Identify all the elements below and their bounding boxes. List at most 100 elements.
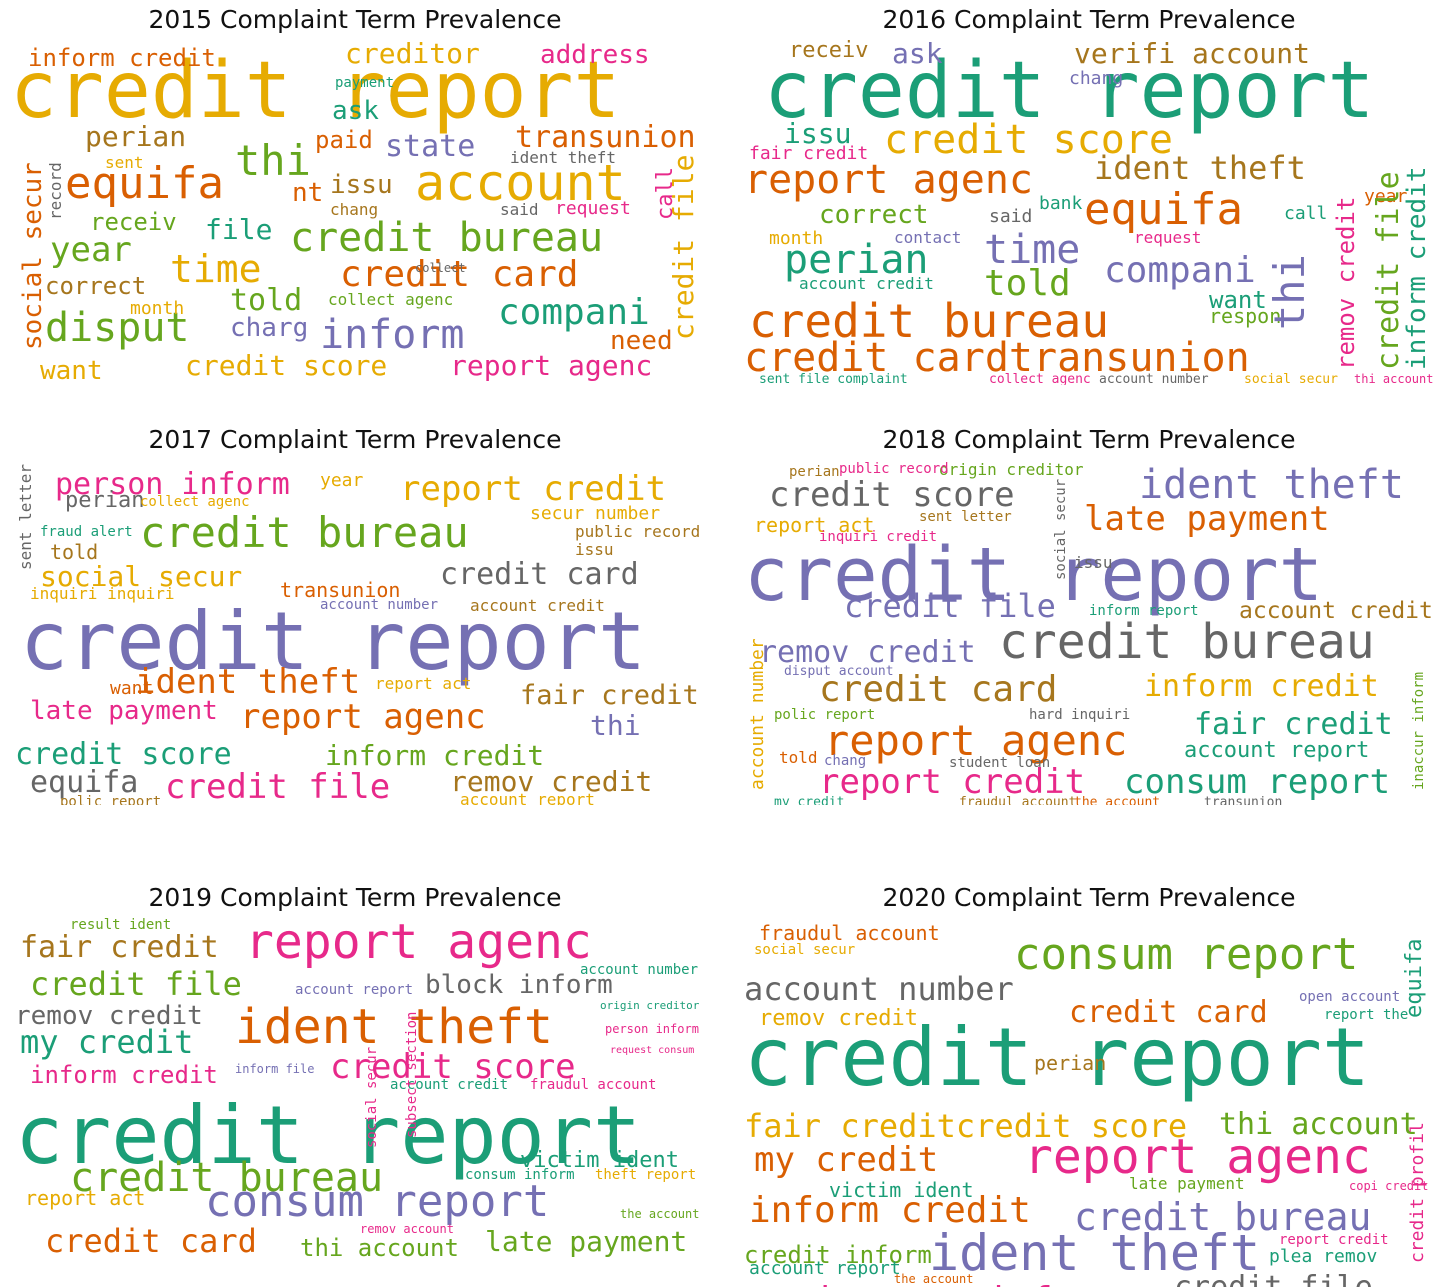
- cloud-word: report credit: [400, 469, 667, 509]
- cloud-word: report agenc: [824, 716, 1128, 765]
- cloud-word: account report: [295, 982, 414, 998]
- cloud-word: collect agenc: [328, 290, 454, 309]
- cloud-word-vertical: account number: [747, 638, 768, 790]
- cloud-word: remov credit: [15, 1001, 203, 1031]
- cloud-word: late payment: [485, 1225, 688, 1258]
- cloud-word: year: [1364, 186, 1408, 207]
- cloud-word: collect: [415, 261, 466, 275]
- cloud-word: credit report: [10, 46, 621, 136]
- cloud-word: credit card: [440, 557, 639, 592]
- panel-title: 2017 Complaint Term Prevalence: [148, 425, 562, 454]
- cloud-word: thi: [590, 709, 641, 742]
- cloud-word: credit score: [769, 475, 1015, 515]
- cloud-word: said: [989, 206, 1033, 227]
- cloud-word: account number: [744, 970, 1014, 1008]
- cloud-word: consum report: [205, 1176, 550, 1227]
- panel-title: 2015 Complaint Term Prevalence: [148, 5, 562, 34]
- cloud-word: late payment: [1084, 499, 1330, 539]
- cloud-word: credit card: [1069, 995, 1268, 1030]
- cloud-word: told: [50, 540, 99, 564]
- cloud-word: want: [40, 356, 103, 385]
- cloud-word: social secur: [40, 560, 243, 593]
- wordcloud-panel: 2019 Complaint Term Prevalence credit rep…: [10, 878, 700, 1287]
- panel-title: 2019 Complaint Term Prevalence: [148, 883, 562, 912]
- cloud-word: ask: [332, 96, 379, 126]
- cloud-word: equifa: [65, 158, 224, 209]
- cloud-word: report credit: [819, 762, 1086, 802]
- cloud-word: inform report: [1089, 603, 1199, 619]
- cloud-word: told: [779, 748, 818, 767]
- cloud-word: public record: [575, 522, 700, 541]
- cloud-word: want: [1209, 286, 1267, 314]
- panel-title: 2020 Complaint Term Prevalence: [882, 883, 1296, 912]
- cloud-word: month: [130, 298, 185, 319]
- cloud-word: year: [320, 470, 364, 491]
- cloud-word: credit bureau: [999, 614, 1375, 670]
- cloud-word: hard inquiri: [1029, 707, 1131, 723]
- cloud-word: inform file: [235, 1062, 315, 1076]
- cloud-word: inform: [320, 312, 465, 358]
- cloud-word: report agenc: [450, 349, 653, 382]
- cloud-word: thi account: [1219, 1107, 1418, 1142]
- cloud-word: account credit: [1239, 598, 1433, 624]
- cloud-word: report act: [25, 1186, 146, 1210]
- cloud-word: the account: [1074, 795, 1161, 805]
- cloud-word: credit file: [844, 587, 1056, 625]
- cloud-word: inform credit: [1144, 669, 1379, 704]
- cloud-word: request: [555, 198, 631, 219]
- cloud-word: my credit: [20, 1023, 194, 1061]
- cloud-word: verifi account: [1074, 40, 1311, 70]
- cloud-word: credit report: [15, 1089, 642, 1182]
- cloud-word: consum inform: [465, 1167, 575, 1183]
- cloud-word: report agenc: [240, 697, 486, 737]
- cloud-word: polic report: [774, 707, 876, 723]
- panel-title: 2018 Complaint Term Prevalence: [882, 425, 1296, 454]
- cloud-word: chang: [330, 200, 379, 219]
- cloud-word: late payment: [1129, 1174, 1245, 1193]
- cloud-word-vertical: social secur: [18, 162, 48, 350]
- cloud-word: victim ident: [829, 1178, 974, 1202]
- cloud-word: credit score: [330, 1047, 576, 1087]
- cloud-word: credit bureau: [140, 508, 469, 557]
- cloud-word: paid: [315, 126, 373, 154]
- cloud-word: perian: [784, 237, 929, 283]
- cloud-word: want: [110, 678, 154, 699]
- cloud-word: block inform: [425, 970, 613, 1000]
- cloud-word: copi credit: [1349, 1179, 1429, 1193]
- cloud-word: credit card: [819, 669, 1058, 710]
- cloud-word: late payment: [30, 696, 218, 726]
- panel-title: 2016 Complaint Term Prevalence: [882, 5, 1296, 34]
- cloud-word: fraudul account: [959, 795, 1077, 805]
- cloud-word: credit score: [15, 737, 232, 772]
- cloud-word: perian: [65, 488, 145, 513]
- cloud-word: person inform: [605, 1022, 699, 1036]
- cloud-word: inform credit: [325, 739, 545, 772]
- cloud-word: issu: [784, 117, 852, 150]
- word-cloud: credit report report agenc ident theft cred…: [10, 918, 700, 1287]
- cloud-word: credit card: [340, 254, 579, 295]
- cloud-word-vertical: inform credit: [1402, 166, 1432, 371]
- cloud-word: account credit: [799, 274, 934, 293]
- cloud-word: secur number: [530, 503, 661, 524]
- cloud-word: thi: [235, 136, 311, 185]
- cloud-word: perian: [789, 464, 840, 480]
- cloud-word: respon: [1209, 304, 1282, 328]
- cloud-word: credit report: [744, 1011, 1371, 1104]
- cloud-word: social secur: [754, 942, 856, 958]
- cloud-word: receiv: [90, 208, 177, 236]
- cloud-word: theft report: [595, 1167, 697, 1183]
- cloud-word: issu: [1074, 553, 1113, 572]
- wordcloud-panel: 2017 Complaint Term Prevalence credit rep…: [10, 420, 700, 805]
- cloud-word: thi account: [300, 1234, 459, 1262]
- cloud-word: account credit: [470, 596, 605, 615]
- cloud-word: consum report: [1014, 929, 1359, 980]
- cloud-word: request consum: [610, 1045, 695, 1056]
- cloud-word: told: [984, 263, 1071, 304]
- cloud-word: credit file: [1174, 1273, 1373, 1287]
- cloud-word-vertical: call: [653, 167, 678, 220]
- cloud-word: request: [1134, 228, 1202, 247]
- cloud-word: report act: [754, 513, 875, 537]
- cloud-word: polic report: [60, 794, 162, 805]
- cloud-word: perian: [1034, 1051, 1107, 1075]
- cloud-word: ident theft: [1094, 149, 1306, 187]
